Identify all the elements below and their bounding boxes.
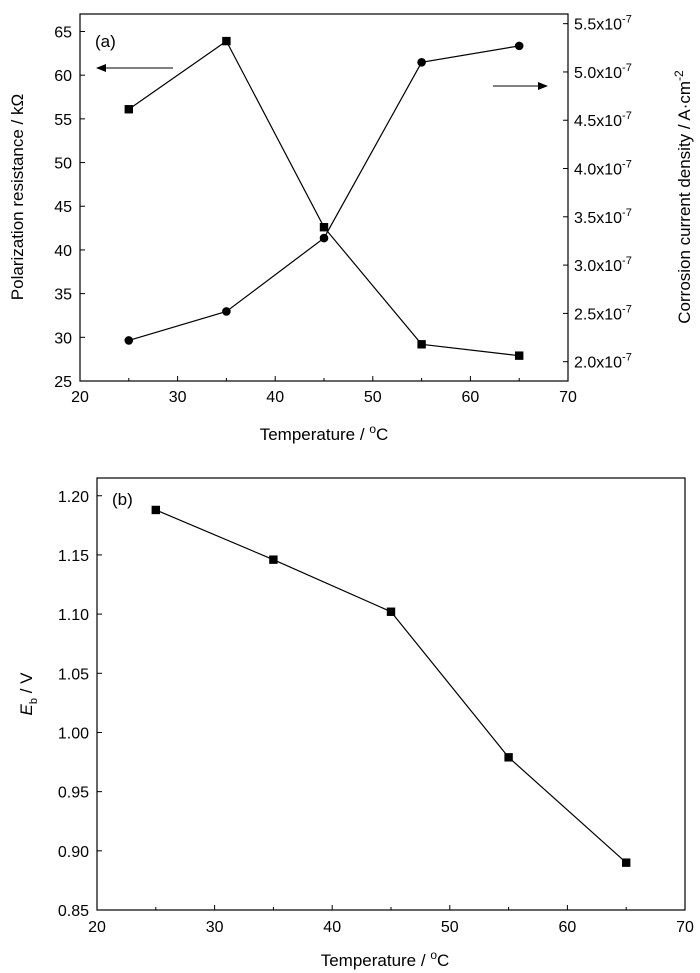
- left-y-tick-label-a: 50: [54, 156, 72, 173]
- x-axis-label-b: Temperature / oC: [321, 948, 450, 970]
- y-tick-label-b: 0.85: [58, 903, 89, 920]
- x-axis-ticks-b: 20 30 40 50 60 70: [88, 905, 694, 936]
- right-arrow-head: [538, 82, 548, 90]
- series-group-b: [151, 505, 631, 867]
- right-y-axis-label-a: Corrosion current density / A·cm-2: [672, 70, 694, 324]
- series-b-1-point-3: [386, 607, 396, 616]
- x-tick-label-a: 70: [559, 389, 577, 406]
- series-a-1-point-5: [515, 351, 524, 360]
- left-y-tick-label-a: 40: [54, 243, 72, 260]
- y-tick-label-b: 1.10: [58, 607, 89, 624]
- series-group-a: [124, 36, 524, 360]
- plot-frame-a: [79, 13, 569, 382]
- y-axis-ticks-b: 0.85 0.90 0.95 1.00 1.05 1.10 1.15 1.20: [58, 489, 102, 920]
- left-y-tick-label-a: 30: [54, 330, 72, 347]
- x-tick-label-a: 60: [462, 389, 480, 406]
- right-y-tick-label-a: 4.5x10-7: [574, 110, 632, 130]
- x-tick-label-b: 30: [206, 919, 224, 936]
- left-y-axis-ticks-a: 25 30 35 40 45 50 55 60 65: [54, 24, 85, 391]
- left-y-tick-label-a: 35: [54, 287, 72, 304]
- x-tick-label-a: 30: [169, 389, 187, 406]
- series-a-2-point-4: [417, 57, 426, 67]
- x-tick-label-b: 60: [559, 919, 577, 936]
- left-y-tick-label-a: 55: [54, 112, 72, 129]
- right-y-tick-label-a: 3.0x10-7: [574, 255, 632, 275]
- x-tick-label-a: 40: [266, 389, 284, 406]
- left-y-tick-label-a: 65: [54, 24, 72, 41]
- x-axis-label-a: Temperature / oC: [260, 422, 389, 444]
- x-tick-label-b: 20: [88, 919, 106, 936]
- left-y-tick-label-a: 60: [54, 68, 72, 85]
- y-tick-label-b: 1.20: [58, 489, 89, 506]
- right-y-tick-label-a: 2.0x10-7: [574, 352, 632, 372]
- right-y-tick-label-a: 2.5x10-7: [574, 303, 632, 323]
- series-b-1-point-1: [151, 505, 160, 515]
- left-arrow-head: [96, 64, 106, 72]
- panel-label-a: (a): [95, 32, 116, 51]
- right-y-tick-label-a: 5.0x10-7: [574, 62, 632, 82]
- x-tick-label-a: 50: [364, 389, 382, 406]
- y-tick-label-b: 1.15: [58, 548, 89, 565]
- y-axis-label-b: Eb / V: [17, 672, 40, 716]
- series-a-2-point-5: [514, 41, 524, 51]
- series-a-2-point-1: [124, 336, 134, 345]
- series-a-1-point-4: [417, 340, 426, 349]
- x-tick-label-a: 20: [71, 389, 89, 406]
- y-tick-label-b: 1.00: [58, 725, 89, 742]
- panel-label-b: (b): [112, 490, 133, 509]
- y-tick-label-b: 0.90: [58, 844, 89, 861]
- series-a-1-point-2: [222, 36, 231, 46]
- series-a-1-point-1: [124, 105, 133, 114]
- plot-frame-b: [96, 477, 686, 911]
- right-y-tick-label-a: 5.5x10-7: [574, 14, 632, 34]
- chart-panel-a: 20 30 40 50 60 70 25 30 35 40 45 50 55 60 65 2.0x10-7…: [8, 13, 694, 444]
- x-tick-label-b: 40: [323, 919, 341, 936]
- left-y-tick-label-a: 45: [54, 199, 72, 216]
- series-a-1-line: [128, 40, 520, 357]
- series-b-1-line: [155, 509, 627, 864]
- right-y-axis-ticks-a: 2.0x10-7 2.5x10-7 3.0x10-7 3.5x10-7 4.0x10-7…: [563, 14, 632, 372]
- x-axis-ticks-a: 20 30 40 50 60 70: [71, 376, 577, 406]
- right-y-tick-label-a: 3.5x10-7: [574, 207, 632, 227]
- chart-panel-b: 20 30 40 50 60 70 0.85 0.90 0.95 1.00 1.05 1.10 1.1…: [17, 477, 694, 970]
- direction-arrows-a: [96, 64, 548, 90]
- series-b-1-point-2: [269, 555, 278, 564]
- left-y-axis-label-a: Polarization resistance / kΩ: [8, 94, 27, 300]
- x-tick-label-b: 50: [441, 919, 459, 936]
- y-tick-label-b: 0.95: [58, 785, 89, 802]
- series-a-2-point-2: [222, 307, 231, 316]
- series-b-1-point-5: [622, 858, 631, 867]
- series-a-2-point-3: [319, 233, 329, 243]
- series-b-1-point-4: [504, 753, 513, 762]
- x-tick-label-b: 70: [676, 919, 694, 936]
- right-y-tick-label-a: 4.0x10-7: [574, 159, 632, 179]
- series-a-1-point-3: [319, 223, 329, 232]
- y-tick-label-b: 1.05: [58, 666, 89, 683]
- series-a-2-line: [128, 45, 520, 342]
- left-y-tick-label-a: 25: [54, 374, 72, 391]
